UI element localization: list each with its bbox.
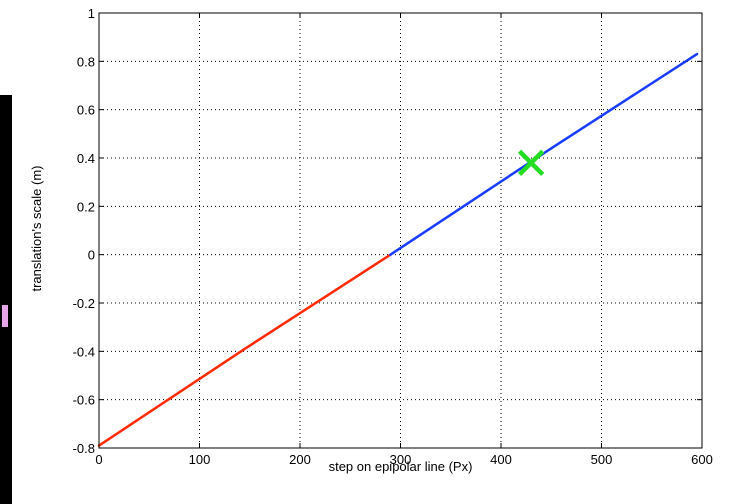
x-tick-label: 0 [95, 452, 102, 467]
tick-marks [98, 12, 703, 449]
grid-lines [99, 13, 702, 448]
y-tick-label: -0.4 [73, 344, 95, 359]
x-tick-label: 600 [691, 452, 713, 467]
y-tick-label: 0 [88, 248, 95, 263]
series-line-1 [389, 52, 699, 256]
series-layer [97, 52, 699, 447]
x-tick-label: 300 [390, 452, 412, 467]
x-axis-label: step on epipolar line (Px) [329, 459, 473, 474]
x-tick-label: 100 [189, 452, 211, 467]
x-tick-labels: 0 100 200 300 400 500 600 [95, 452, 712, 467]
plot-frame [98, 12, 703, 449]
y-tick-labels: -0.8 -0.6 -0.4 -0.2 0 0.2 0.4 0.6 0.8 1 [73, 6, 95, 456]
x-tick-label: 200 [289, 452, 311, 467]
y-tick-label: 0.6 [77, 103, 95, 118]
y-tick-label: 0.2 [77, 199, 95, 214]
y-axis-label: translation's scale (m) [29, 165, 44, 291]
marker-layer [517, 149, 545, 177]
marker-x [517, 149, 545, 177]
marker-x-stroke [517, 149, 545, 177]
y-tick-label: -0.2 [73, 296, 95, 311]
left-edge-mark [2, 305, 8, 327]
series-line-0 [97, 253, 392, 447]
y-tick-label: 0.8 [77, 54, 95, 69]
y-tick-label: 0.4 [77, 151, 95, 166]
y-tick-label: -0.8 [73, 441, 95, 456]
left-edge-bar [0, 95, 12, 504]
x-tick-label: 400 [490, 452, 512, 467]
y-tick-label: 1 [88, 6, 95, 21]
x-tick-label: 500 [591, 452, 613, 467]
y-tick-label: -0.6 [73, 393, 95, 408]
